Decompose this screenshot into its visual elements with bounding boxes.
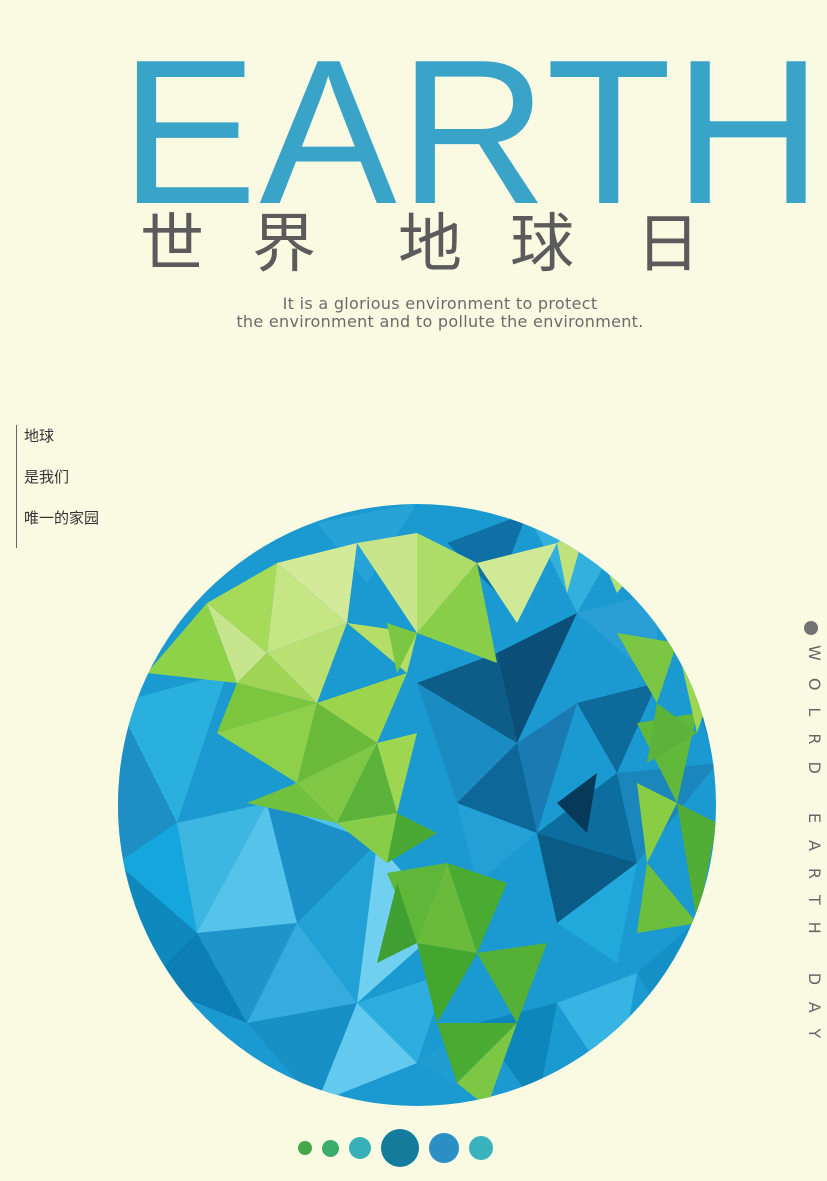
vertical-caption: WOLRD EARTH DAY xyxy=(803,621,824,1056)
subtitle-char-2: 界 xyxy=(252,208,316,282)
side-note-3: 唯一的家园 xyxy=(24,509,100,527)
pager-dot-2[interactable] xyxy=(322,1139,339,1157)
tagline: It is a glorious environment to protect … xyxy=(160,295,720,331)
subtitle-char-4: 球 xyxy=(510,208,574,282)
tagline-line-1: It is a glorious environment to protect xyxy=(282,294,598,313)
pager-dot-3[interactable] xyxy=(349,1137,371,1159)
pager-dot-5[interactable] xyxy=(429,1133,459,1163)
subtitle-world-earth-day-cn: 世界 地球日 xyxy=(130,210,710,280)
globe-illustration xyxy=(118,504,716,1106)
caption-dot-icon xyxy=(804,621,818,635)
side-note-2: 是我们 xyxy=(24,468,70,486)
vertical-caption-text: WOLRD EARTH DAY xyxy=(805,645,824,1056)
pager-dot-1[interactable] xyxy=(298,1141,312,1155)
low-poly-globe xyxy=(117,503,717,1107)
side-notes: 地球 是我们 唯一的家园 xyxy=(16,425,99,548)
tagline-line-2: the environment and to pollute the envir… xyxy=(236,312,644,331)
pager-dot-6[interactable] xyxy=(469,1136,493,1160)
side-note-1: 地球 xyxy=(24,427,55,445)
pager-dot-4-active[interactable] xyxy=(381,1129,419,1167)
title-earth: EARTH xyxy=(120,17,825,247)
subtitle-char-3: 地 xyxy=(398,208,462,282)
pagination-dots xyxy=(298,1128,493,1168)
subtitle-char-5: 日 xyxy=(636,208,700,282)
subtitle-char-1: 世 xyxy=(140,208,204,282)
